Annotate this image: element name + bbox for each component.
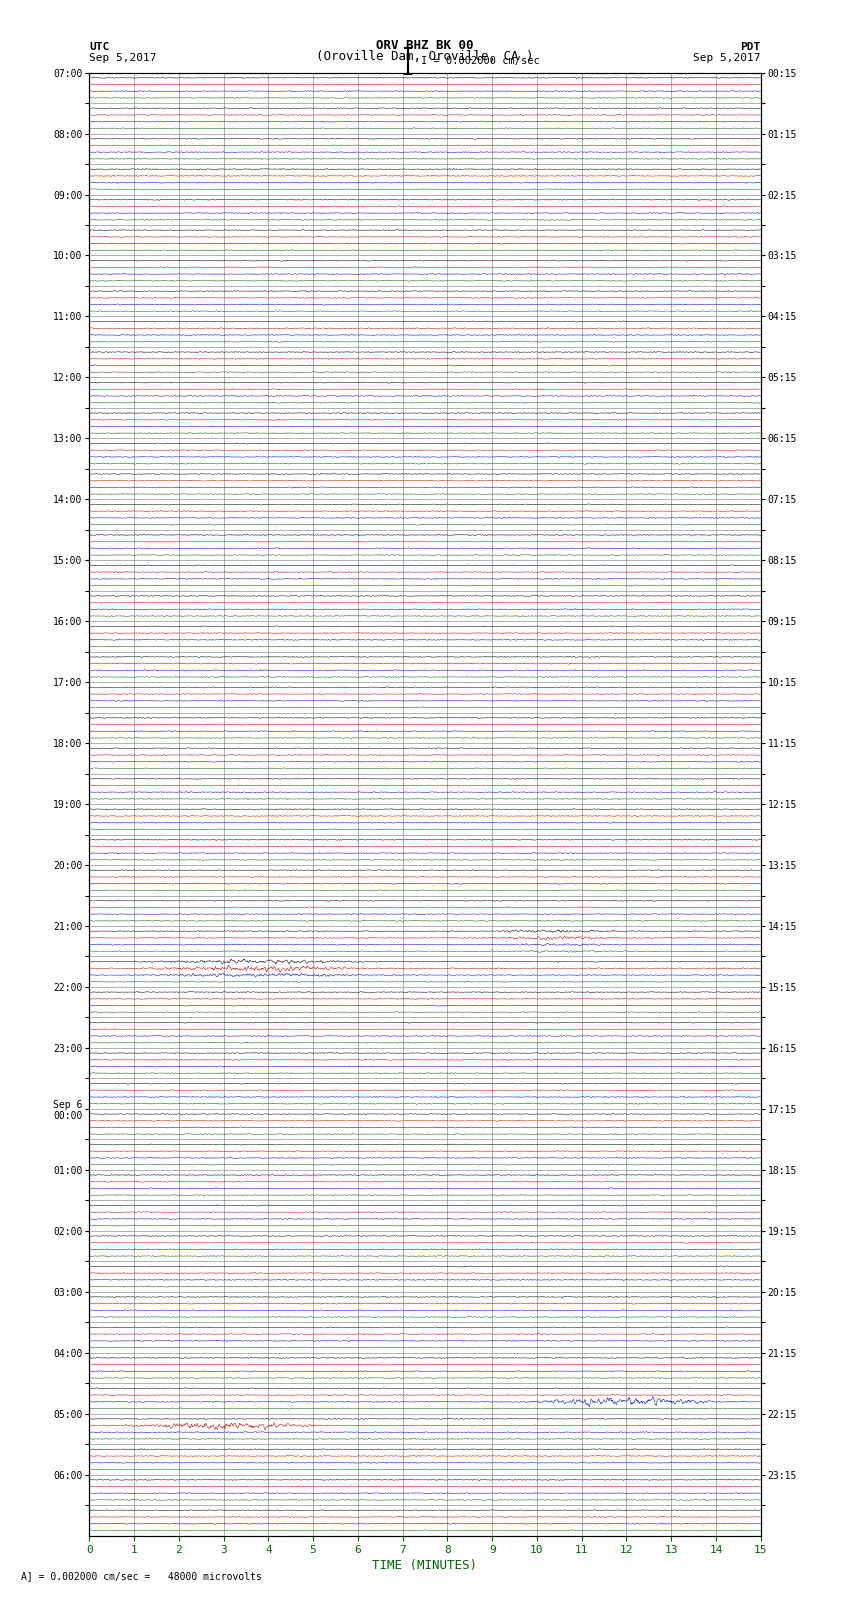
Text: UTC: UTC: [89, 42, 110, 52]
Text: (Oroville Dam, Oroville, CA ): (Oroville Dam, Oroville, CA ): [316, 50, 534, 63]
Text: Sep 5,2017: Sep 5,2017: [694, 53, 761, 63]
Text: Sep 5,2017: Sep 5,2017: [89, 53, 156, 63]
Text: PDT: PDT: [740, 42, 761, 52]
Text: I = 0.002000 cm/sec: I = 0.002000 cm/sec: [421, 56, 540, 66]
Text: A] = 0.002000 cm/sec =   48000 microvolts: A] = 0.002000 cm/sec = 48000 microvolts: [21, 1571, 262, 1581]
X-axis label: TIME (MINUTES): TIME (MINUTES): [372, 1560, 478, 1573]
Text: ORV BHZ BK 00: ORV BHZ BK 00: [377, 39, 473, 52]
